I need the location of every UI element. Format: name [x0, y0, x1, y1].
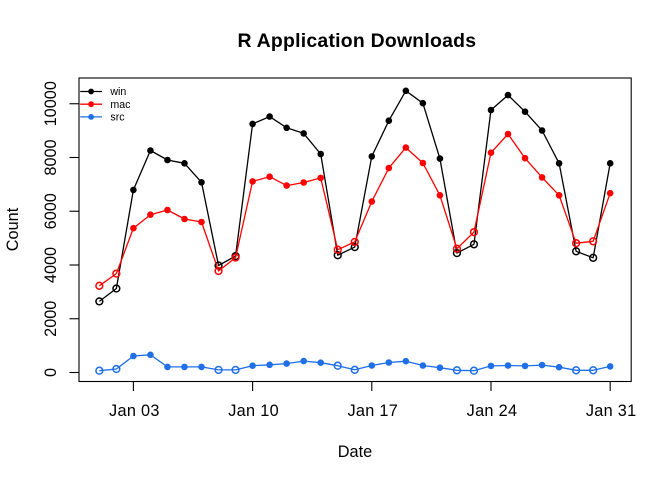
svg-text:2000: 2000: [42, 301, 60, 337]
svg-text:Jan 03: Jan 03: [109, 402, 160, 420]
svg-text:Date: Date: [338, 443, 372, 461]
svg-text:Jan 10: Jan 10: [228, 402, 279, 420]
svg-text:10000: 10000: [42, 81, 60, 126]
svg-text:6000: 6000: [42, 193, 60, 229]
svg-text:Jan 24: Jan 24: [467, 402, 518, 420]
svg-text:Count: Count: [4, 207, 22, 251]
svg-text:src: src: [110, 112, 125, 124]
svg-text:Jan 31: Jan 31: [586, 402, 637, 420]
svg-text:0: 0: [42, 368, 60, 377]
svg-text:win: win: [109, 86, 126, 98]
svg-text:mac: mac: [110, 99, 131, 111]
svg-text:4000: 4000: [42, 247, 60, 283]
svg-text:Jan 17: Jan 17: [347, 402, 398, 420]
svg-text:8000: 8000: [42, 139, 60, 175]
svg-text:R Application Downloads: R Application Downloads: [237, 30, 476, 52]
